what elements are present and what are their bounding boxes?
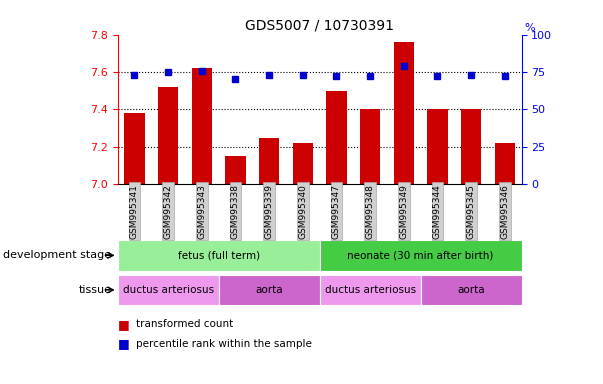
Bar	[428, 109, 447, 184]
Text: GSM995338: GSM995338	[231, 184, 240, 239]
Text: GSM995346: GSM995346	[500, 184, 510, 238]
Text: neonate (30 min after birth): neonate (30 min after birth)	[347, 250, 494, 260]
Text: GSM995344: GSM995344	[433, 184, 442, 238]
Text: fetus (full term): fetus (full term)	[177, 250, 260, 260]
Bar	[259, 137, 279, 184]
Title: GDS5007 / 10730391: GDS5007 / 10730391	[245, 18, 394, 32]
Text: %: %	[525, 23, 535, 33]
Text: transformed count: transformed count	[136, 319, 233, 329]
Text: GSM995341: GSM995341	[130, 184, 139, 238]
Bar	[326, 91, 347, 184]
Bar	[494, 143, 515, 184]
Text: ■: ■	[118, 337, 129, 350]
Text: ductus arteriosus: ductus arteriosus	[122, 285, 213, 295]
Bar	[124, 113, 145, 184]
Text: GSM995342: GSM995342	[163, 184, 172, 238]
Bar	[461, 109, 481, 184]
Text: ■: ■	[118, 318, 129, 331]
Text: GSM995340: GSM995340	[298, 184, 308, 238]
Text: GSM995349: GSM995349	[399, 184, 408, 238]
Text: aorta: aorta	[255, 285, 283, 295]
Bar	[394, 42, 414, 184]
Bar	[360, 109, 380, 184]
Text: GSM995347: GSM995347	[332, 184, 341, 238]
Text: tissue: tissue	[78, 285, 112, 295]
Text: ductus arteriosus: ductus arteriosus	[324, 285, 415, 295]
Bar	[292, 143, 313, 184]
Text: GSM995339: GSM995339	[265, 184, 274, 239]
Bar	[192, 68, 212, 184]
Bar	[226, 156, 245, 184]
Text: percentile rank within the sample: percentile rank within the sample	[136, 339, 312, 349]
Text: development stage: development stage	[4, 250, 112, 260]
Text: GSM995345: GSM995345	[467, 184, 476, 238]
Bar	[158, 87, 178, 184]
Text: GSM995348: GSM995348	[365, 184, 374, 238]
Text: GSM995343: GSM995343	[197, 184, 206, 238]
Text: aorta: aorta	[457, 285, 485, 295]
